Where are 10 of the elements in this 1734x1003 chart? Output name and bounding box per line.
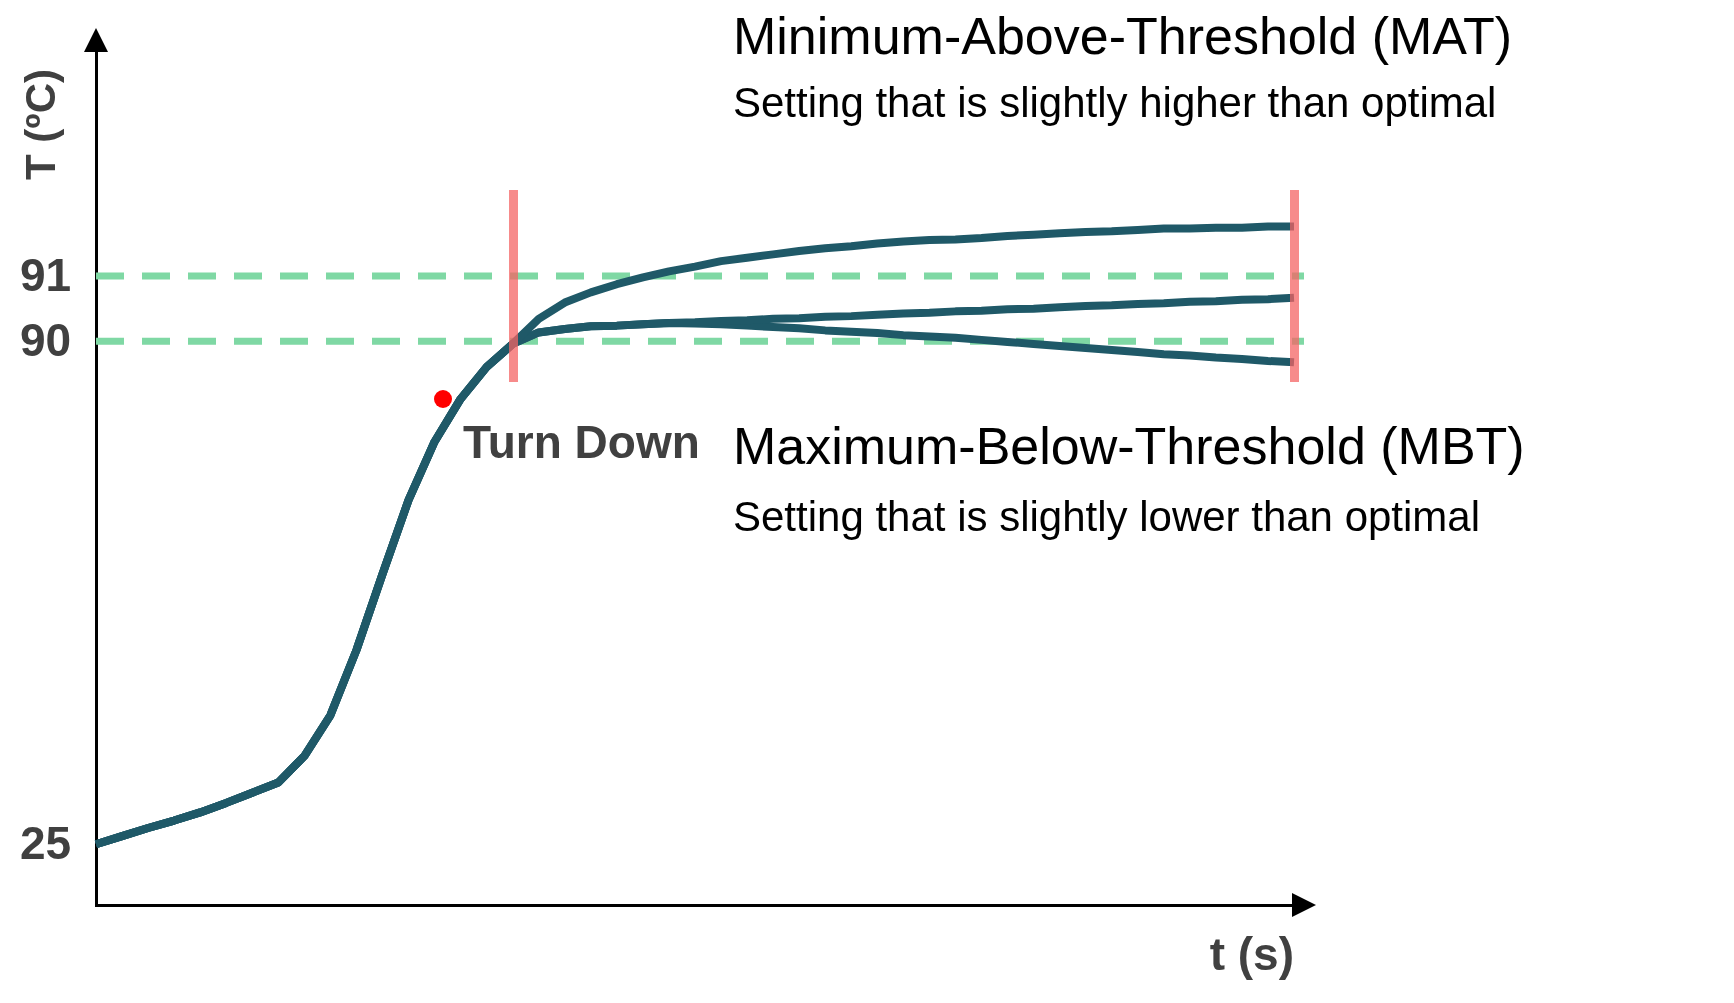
- text: 90: [20, 314, 72, 367]
- x-axis-title: t (s): [1209, 928, 1294, 981]
- y-axis-title: T (ºC): [17, 69, 64, 180]
- annotation: Maximum-Below-Threshold (MBT): [733, 417, 1525, 475]
- annotation: Setting that is slightly lower than optimal: [733, 493, 1481, 540]
- text: Minimum-Above-Threshold (MAT): [733, 7, 1513, 65]
- text: 25: [20, 817, 72, 870]
- text: Setting that is slightly higher than optimal: [733, 79, 1497, 126]
- annotation: Turn Down: [463, 416, 700, 468]
- text: 91: [20, 249, 72, 302]
